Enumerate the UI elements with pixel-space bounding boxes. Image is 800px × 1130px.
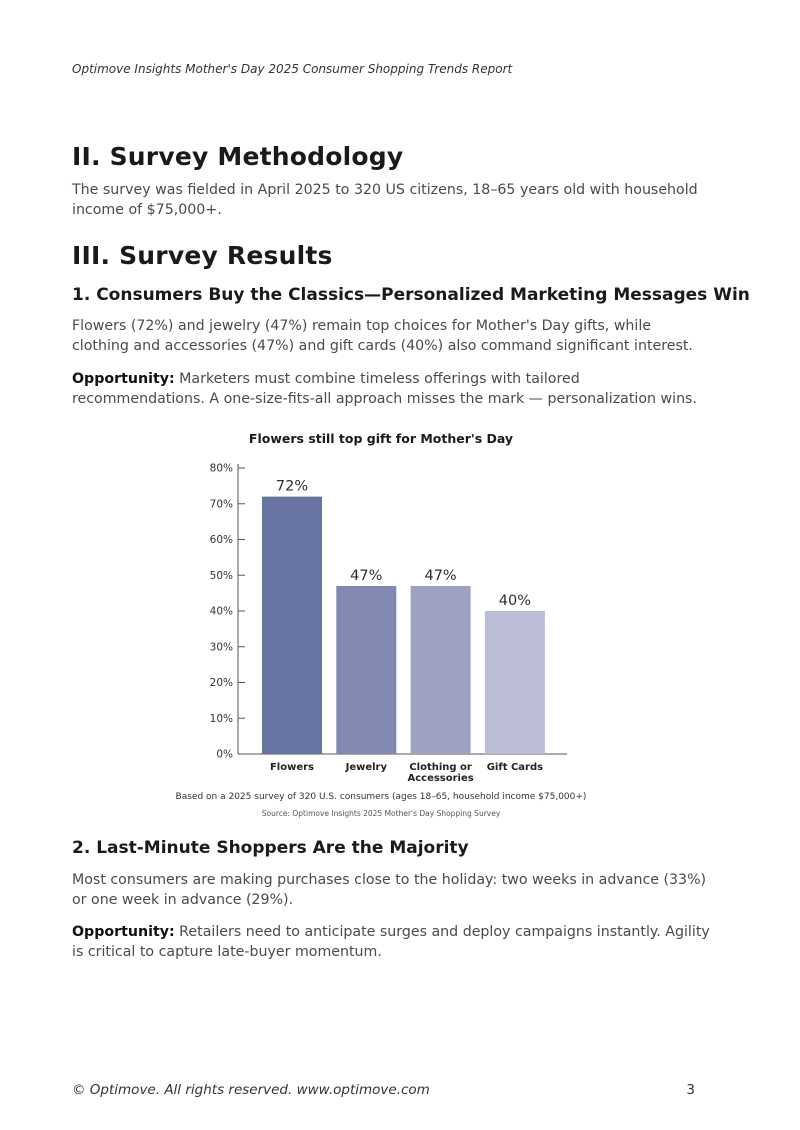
footer-copyright: © Optimove. All rights reserved. www.opt…	[72, 1082, 430, 1098]
opportunity-text: Retailers need to anticipate surges and …	[72, 924, 710, 960]
subsection-2-text: Most consumers are making purchases clos…	[72, 872, 707, 908]
chart-note: Based on a 2025 survey of 320 U.S. consu…	[175, 792, 587, 802]
y-tick-label: 80%	[210, 463, 233, 475]
x-tick-label: Accessories	[407, 773, 473, 784]
opportunity-label: Opportunity:	[72, 924, 175, 940]
bar-chart: 0% 10% 20% 30% 40% 50% 60% 70% 80% 72% Flowers 47% J…	[210, 463, 567, 784]
x-tick-label: Flowers	[270, 762, 314, 773]
chart-title: Flowers still top gift for Mother's Day	[248, 431, 514, 446]
page-number: 3	[686, 1082, 695, 1098]
subsection-1-opportunity: Opportunity: Marketers must combine time…	[72, 370, 712, 409]
results-heading: III. Survey Results	[72, 241, 333, 270]
subsection-2-heading: 2. Last-Minute Shoppers Are the Majority	[72, 838, 469, 858]
opportunity-label: Opportunity:	[72, 371, 175, 387]
y-tick-label: 0%	[216, 749, 233, 761]
y-tick-label: 20%	[210, 677, 233, 689]
bar	[410, 585, 471, 754]
data-label: 47%	[350, 568, 382, 584]
x-tick-label: Gift Cards	[487, 762, 543, 773]
data-label: 47%	[424, 568, 456, 584]
y-tick-label: 40%	[210, 606, 233, 618]
chart-source: Source: Optimove Insights 2025 Mother's …	[261, 809, 501, 818]
data-label: 40%	[499, 593, 531, 609]
x-tick-label: Clothing or	[409, 762, 472, 773]
y-tick-label: 60%	[210, 534, 233, 546]
running-header: Optimove Insights Mother's Day 2025 Cons…	[72, 62, 513, 76]
methodology-heading: II. Survey Methodology	[72, 142, 404, 171]
y-tick-label: 50%	[210, 570, 233, 582]
y-tick-label: 30%	[210, 641, 233, 653]
bar	[262, 496, 322, 754]
subsection-1-text: Flowers (72%) and jewelry (47%) remain t…	[72, 318, 693, 354]
opportunity-text: Marketers must combine timeless offering…	[72, 371, 697, 407]
y-tick-label: 70%	[210, 498, 233, 510]
bar	[336, 585, 397, 754]
subsection-2-opportunity: Opportunity: Retailers need to anticipat…	[72, 923, 712, 962]
y-tick-label: 10%	[210, 713, 233, 725]
bar	[484, 611, 545, 754]
x-tick-label: Jewelry	[345, 762, 388, 773]
data-label: 72%	[276, 479, 308, 495]
methodology-text: The survey was fielded in April 2025 to …	[72, 182, 698, 218]
subsection-1-heading: 1. Consumers Buy the Classics—Personaliz…	[72, 285, 750, 305]
